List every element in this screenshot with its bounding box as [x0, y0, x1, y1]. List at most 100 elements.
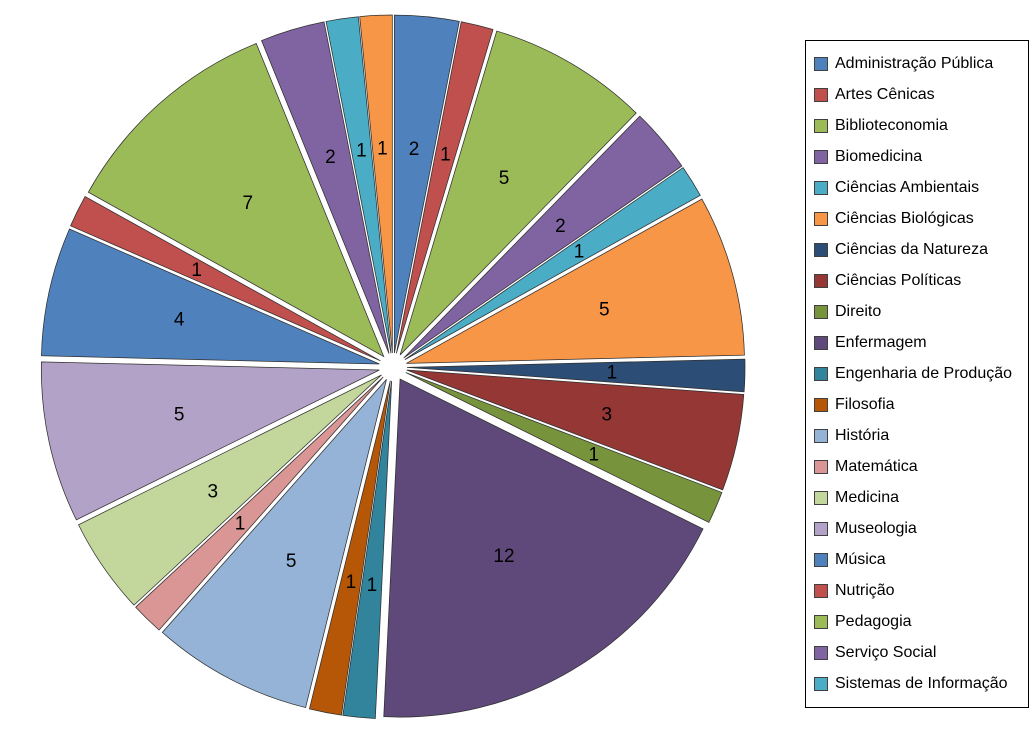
pie-slice-artes-cenicas — [395, 21, 494, 354]
legend-swatch — [814, 615, 828, 629]
legend-swatch — [814, 677, 828, 691]
legend-item-medicina: Medicina — [814, 483, 1020, 513]
legend-swatch — [814, 553, 828, 567]
legend-label: Enfermagem — [835, 334, 927, 351]
slice-value-label: 5 — [599, 300, 610, 321]
legend-swatch — [814, 88, 828, 102]
legend-label: Direito — [835, 303, 882, 320]
slice-value-label: 1 — [440, 144, 451, 165]
pie-slice-sistemas-de-informacao — [325, 16, 392, 354]
pie-slice-direito — [405, 372, 723, 523]
pie-slice-nutricao — [70, 196, 381, 362]
legend-item-sistemas-de-informacao: Sistemas de Informação — [814, 669, 1020, 699]
slice-value-label: 2 — [325, 147, 336, 168]
slice-value-label: 1 — [346, 572, 357, 593]
slice-value-label: 3 — [208, 481, 219, 502]
legend-label: Engenharia de Produção — [835, 365, 1013, 382]
legend-swatch — [814, 367, 828, 381]
slice-value-label: 1 — [367, 575, 378, 596]
pie-slice-musica — [41, 228, 380, 365]
slice-value-label: 1 — [191, 260, 202, 281]
slice-value-label: 7 — [243, 193, 254, 214]
pie-slice-ciencias-politicas — [406, 369, 745, 491]
legend-swatch — [814, 150, 828, 164]
pie-slice-biblioteconomia — [399, 30, 637, 356]
pie-slice-unlabeled — [359, 14, 393, 354]
legend-item-biomedicina: Biomedicina — [814, 142, 1020, 172]
legend-item-servico-social: Serviço Social — [814, 638, 1020, 668]
slice-value-label: 1 — [235, 514, 246, 535]
legend-swatch — [814, 119, 828, 133]
legend-label: Pedagogia — [835, 613, 912, 630]
slice-value-label: 1 — [607, 362, 618, 383]
slice-value-label: 2 — [409, 139, 420, 160]
legend-item-enfermagem: Enfermagem — [814, 328, 1020, 358]
slice-value-label: 5 — [499, 168, 510, 189]
legend-item-musica: Música — [814, 545, 1020, 575]
legend-item-matematica: Matemática — [814, 452, 1020, 482]
legend-label: Ciências Ambientais — [835, 179, 980, 196]
legend-label: Museologia — [835, 520, 917, 537]
legend-label: História — [835, 427, 890, 444]
legend-swatch — [814, 460, 828, 474]
legend-item-administracao-publica: Administração Pública — [814, 49, 1020, 79]
legend-label: Filosofia — [835, 396, 895, 413]
legend-label: Medicina — [835, 489, 900, 506]
legend-label: Sistemas de Informação — [835, 675, 1008, 692]
legend-item-nutricao: Nutrição — [814, 576, 1020, 606]
legend-item-engenharia-de-producao: Engenharia de Produção — [814, 359, 1020, 389]
legend-label: Biblioteconomia — [835, 117, 948, 134]
legend-item-biblioteconomia: Biblioteconomia — [814, 111, 1020, 141]
pie-slice-filosofia — [308, 380, 391, 716]
slice-value-label: 4 — [174, 310, 185, 331]
pie-slice-servico-social — [261, 21, 390, 354]
legend-item-ciencias-ambientais: Ciências Ambientais — [814, 173, 1020, 203]
legend-item-ciencias-biologicas: Ciências Biológicas — [814, 204, 1020, 234]
pie-slice-ciencias-biologicas — [406, 198, 745, 364]
legend-swatch — [814, 181, 828, 195]
legend-swatch — [814, 212, 828, 226]
legend-swatch — [814, 584, 828, 598]
legend-swatch — [814, 398, 828, 412]
legend-label: Biomedicina — [835, 148, 923, 165]
pie-slice-matematica — [135, 376, 384, 631]
pie-slice-ciencias-ambientais — [404, 167, 701, 360]
legend-swatch — [814, 336, 828, 350]
slice-value-label: 2 — [555, 216, 566, 237]
legend-swatch — [814, 491, 828, 505]
legend-swatch — [814, 305, 828, 319]
legend-label: Ciências Biológicas — [835, 210, 974, 227]
legend-label: Nutrição — [835, 582, 895, 599]
legend-item-filosofia: Filosofia — [814, 390, 1020, 420]
legend-swatch — [814, 57, 828, 71]
legend-label: Matemática — [835, 458, 918, 475]
legend-swatch — [814, 522, 828, 536]
legend-label: Música — [835, 551, 886, 568]
legend-label: Ciências da Natureza — [835, 241, 988, 258]
legend-swatch — [814, 243, 828, 257]
legend-item-ciencias-politicas: Ciências Políticas — [814, 266, 1020, 296]
legend-item-historia: História — [814, 421, 1020, 451]
legend-label: Administração Pública — [835, 55, 994, 72]
slice-value-label: 5 — [286, 551, 297, 572]
slice-value-label: 1 — [589, 445, 600, 466]
slice-value-label: 1 — [356, 140, 367, 161]
pie-slice-museologia — [41, 361, 380, 521]
legend-item-artes-cenicas: Artes Cênicas — [814, 80, 1020, 110]
slice-value-label: 1 — [377, 138, 388, 159]
pie-slice-engenharia-de-producao — [342, 380, 393, 719]
slice-value-label: 1 — [574, 241, 585, 262]
slice-value-label: 5 — [174, 404, 185, 425]
legend-swatch — [814, 646, 828, 660]
chart-legend: Administração Pública Artes Cênicas Bibl… — [805, 40, 1029, 708]
pie-slice-medicina — [77, 374, 382, 606]
pie-slice-pedagogia — [87, 42, 385, 358]
legend-label: Artes Cênicas — [835, 86, 935, 103]
pie-slice-historia — [161, 379, 387, 709]
slice-value-label: 3 — [602, 404, 613, 425]
legend-item-direito: Direito — [814, 297, 1020, 327]
legend-item-museologia: Museologia — [814, 514, 1020, 544]
pie-slice-ciencias-da-natureza — [406, 358, 746, 393]
